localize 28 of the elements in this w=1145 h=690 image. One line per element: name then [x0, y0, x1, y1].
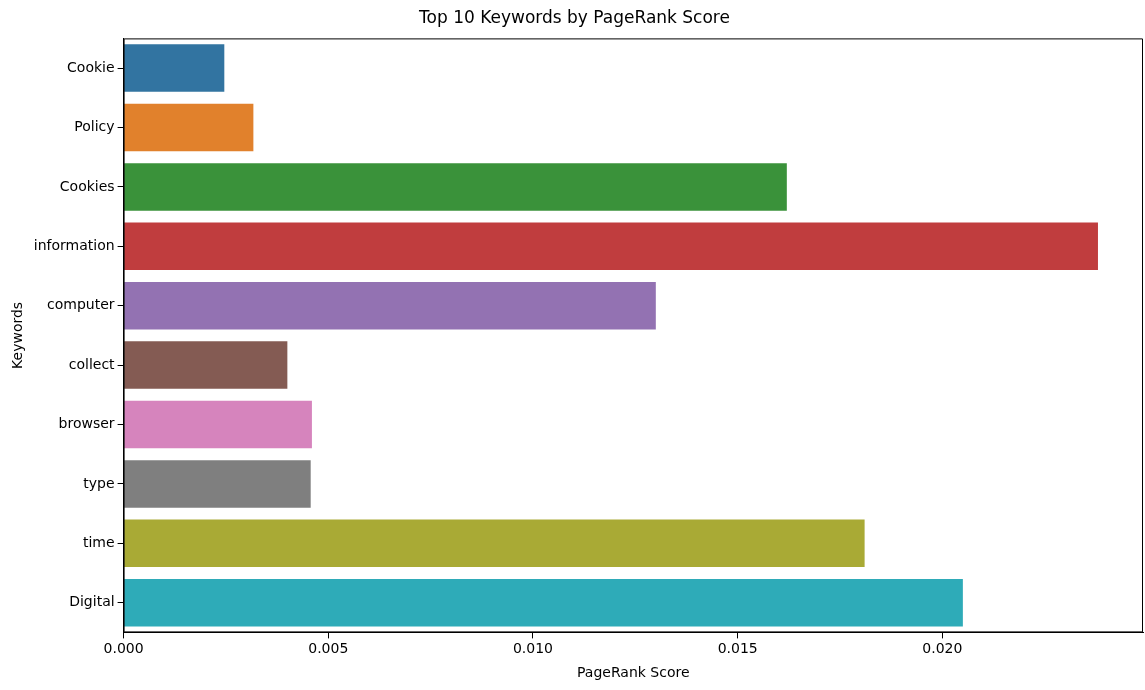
- bar: [124, 460, 311, 508]
- x-tick-label: 0.005: [308, 640, 349, 657]
- y-tick-label: Cookie: [67, 58, 115, 75]
- y-tick-label: time: [82, 533, 115, 550]
- y-tick-label: collect: [68, 355, 116, 372]
- y-tick-label: information: [33, 236, 115, 253]
- x-tick-label: 0.015: [717, 640, 758, 657]
- chart-title: Top 10 Keywords by PageRank Score: [418, 6, 730, 27]
- bar: [124, 281, 656, 330]
- bar: [124, 578, 963, 627]
- y-axis-title: Keywords: [9, 301, 26, 369]
- x-axis-title: PageRank Score: [577, 664, 690, 681]
- bar: [124, 44, 225, 92]
- y-tick-label: Policy: [74, 118, 115, 135]
- bar: [124, 400, 312, 449]
- y-tick-label: Cookies: [59, 177, 115, 194]
- x-tick-label: 0.000: [103, 640, 144, 657]
- y-tick-label: computer: [47, 296, 115, 313]
- bar: [124, 163, 787, 211]
- bar: [124, 341, 288, 389]
- y-tick-label: type: [83, 474, 115, 491]
- y-tick-label: browser: [58, 415, 115, 432]
- x-tick-label: 0.010: [512, 640, 554, 657]
- bar: [124, 103, 254, 152]
- x-tick-label: 0.020: [922, 640, 963, 657]
- bar: [124, 222, 1098, 271]
- bar: [124, 519, 865, 568]
- y-tick-label: Digital: [69, 593, 115, 610]
